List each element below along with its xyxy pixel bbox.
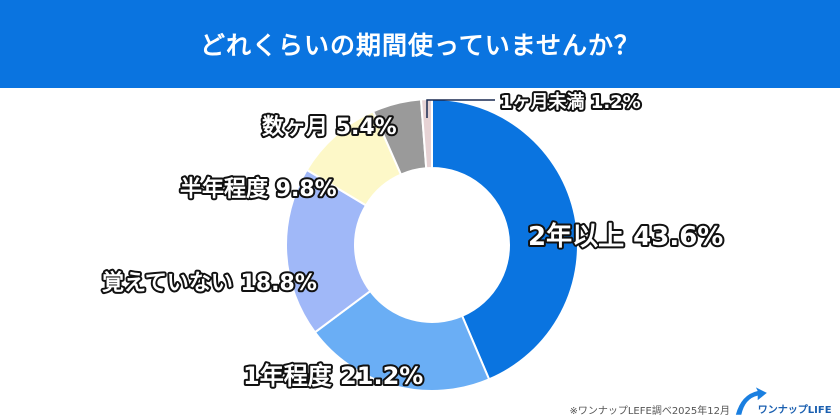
donut-slice-5: [419, 97, 433, 170]
header-bar: どれくらいの期間使っていませんか？: [0, 0, 840, 88]
donut-slice-2: [285, 168, 372, 334]
logo: ワンナップLIFE: [735, 387, 832, 416]
data-label-5: 1ヶ月未満 1.2%: [500, 91, 641, 113]
data-label-1: 1年程度 21.2%: [243, 362, 423, 390]
data-label-2: 覚えていない 18.8%: [102, 270, 317, 296]
data-label-3: 半年程度 9.8%: [180, 176, 337, 202]
donut-slice-0: [431, 97, 579, 381]
data-label-4: 数ヶ月 5.4%: [262, 114, 397, 140]
chart-title: どれくらいの期間使っていませんか？: [199, 31, 640, 60]
leader-line: [426, 99, 495, 118]
source-note: ※ワンナップLEFE調べ2025年12月: [569, 406, 730, 417]
data-label-0: 2年以上 43.6%: [528, 221, 723, 252]
donut-slice-1: [313, 289, 491, 392]
logo-text: ワンナップLIFE: [758, 403, 832, 416]
